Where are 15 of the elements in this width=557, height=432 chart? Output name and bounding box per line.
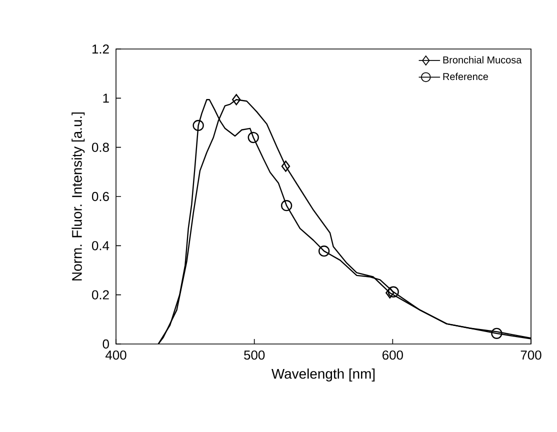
y-tick-label: 1.2	[92, 44, 109, 54]
y-tick-label: 0.8	[92, 142, 109, 152]
y-axis-title: Norm. Fluor. Intensity [a.u.]	[72, 112, 85, 280]
y-tick-label: 1	[103, 94, 109, 103]
legend-label: Reference	[443, 72, 488, 80]
x-tick-label: 500	[244, 350, 265, 360]
y-tick-label: 0.4	[92, 241, 110, 250]
y-tick-label: 0.2	[92, 290, 109, 300]
x-tick-label: 600	[382, 350, 403, 360]
y-tick-label: 0	[102, 339, 109, 349]
x-tick-label: 400	[105, 350, 126, 360]
x-axis-title: Wavelength [nm]	[271, 368, 375, 382]
y-tick-label: 0.6	[92, 192, 109, 202]
legend-label: Bronchial Mucosa	[443, 56, 522, 64]
x-tick-label: 700	[520, 350, 542, 360]
